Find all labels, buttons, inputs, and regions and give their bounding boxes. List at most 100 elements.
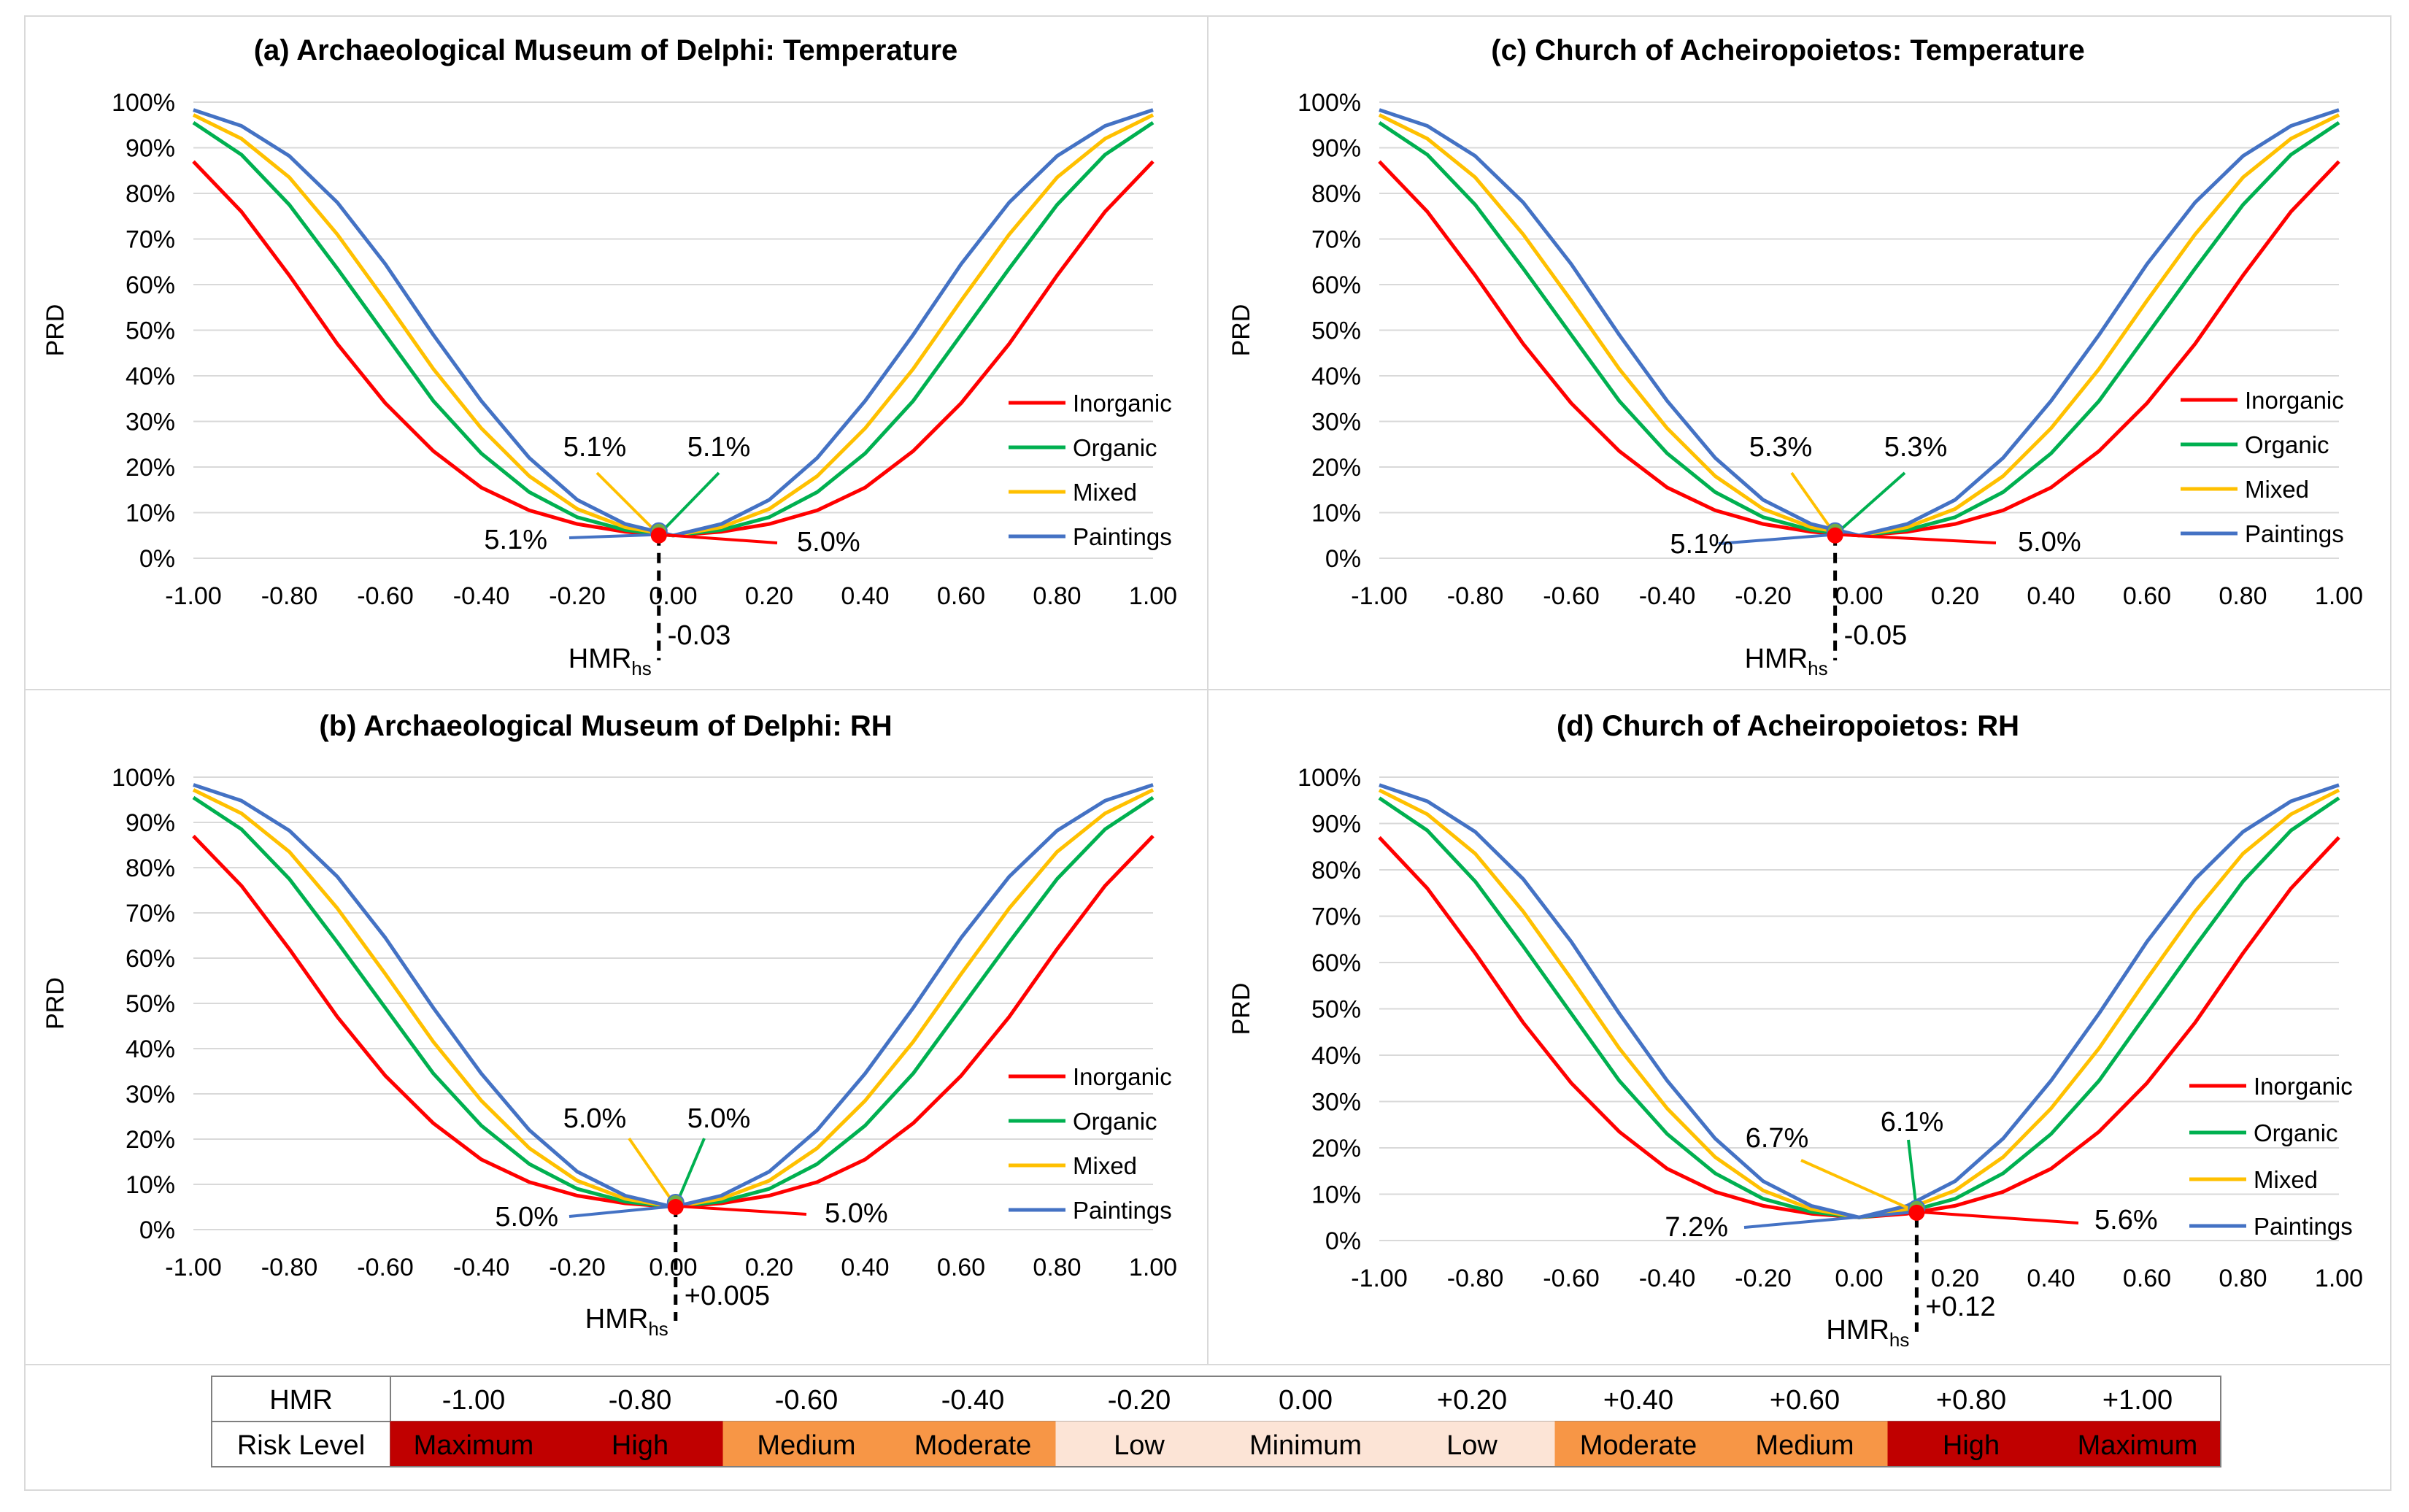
series-line-mixed — [192, 788, 1155, 1209]
chart-title: (a) Archaeological Museum of Delphi: Tem… — [254, 34, 958, 66]
point-label-paintings: 5.0% — [495, 1202, 558, 1233]
x-tick-label: 0.80 — [1033, 1254, 1081, 1281]
legend-label-paintings: Paintings — [2254, 1213, 2353, 1240]
y-tick-label: 90% — [1311, 811, 1361, 838]
point-label-inorganic: 5.0% — [825, 1198, 888, 1229]
label-leader-paintings — [1743, 1210, 1917, 1229]
legend-label-paintings: Paintings — [1073, 1197, 1172, 1224]
hmr-value-cell: +0.40 — [1603, 1385, 1673, 1416]
x-tick-label: -0.40 — [453, 1254, 510, 1281]
label-leader-mixed — [1790, 471, 1837, 536]
x-tick-label: 0.20 — [745, 1254, 793, 1281]
y-tick-label: 50% — [1311, 317, 1361, 345]
chart-panel-4: (d) Church of Acheiropoietos: RH 0% 10% 20%… — [1227, 710, 2363, 1351]
legend-label-organic: Organic — [2245, 431, 2329, 458]
label-leader-paintings — [568, 1204, 676, 1218]
y-tick-label: 20% — [1311, 454, 1361, 482]
point-label-organic: 5.1% — [687, 432, 751, 463]
hmr-value-label: -0.05 — [1844, 620, 1908, 651]
point-label-paintings: 7.2% — [1665, 1212, 1728, 1243]
hmr-value-label: +0.12 — [1925, 1292, 1995, 1322]
x-tick-label: -0.40 — [1639, 582, 1696, 610]
label-leader-inorganic — [675, 1204, 807, 1216]
y-tick-label: 70% — [1311, 226, 1361, 254]
y-tick-label: 50% — [126, 990, 175, 1018]
chart-title: (d) Church of Acheiropoietos: RH — [1557, 710, 2019, 742]
y-tick-label: 70% — [126, 226, 175, 254]
hmr-header-cell — [211, 1376, 391, 1422]
risk-level-cell — [1554, 1421, 1722, 1467]
point-label-mixed: 5.3% — [1749, 432, 1813, 463]
hmr-axis-label: HMRhs — [1745, 644, 1828, 679]
chart-panel-3: (c) Church of Acheiropoietos: Temperatur… — [1227, 34, 2363, 679]
y-tick-label: 30% — [126, 409, 175, 436]
y-tick-label: 30% — [1311, 409, 1361, 436]
hmr-point — [667, 1199, 684, 1215]
point-label-paintings: 5.1% — [484, 525, 547, 555]
hmr-value-cell: +1.00 — [2102, 1385, 2173, 1416]
risk-level-label: Minimum — [1249, 1430, 1362, 1461]
legend-label-organic: Organic — [1073, 434, 1157, 461]
x-tick-label: 0.00 — [649, 582, 697, 610]
y-tick-label: 70% — [126, 900, 175, 927]
legend-label-inorganic: Inorganic — [1073, 1063, 1172, 1090]
y-axis-label: PRD — [42, 977, 69, 1030]
point-label-mixed: 5.0% — [563, 1103, 627, 1134]
point-label-inorganic: 5.6% — [2094, 1205, 2158, 1235]
y-tick-label: 60% — [126, 271, 175, 299]
risk-level-label: Medium — [757, 1430, 855, 1461]
x-tick-label: -0.40 — [453, 582, 510, 610]
label-leader-organic — [658, 471, 720, 536]
y-tick-label: 50% — [126, 317, 175, 345]
x-tick-label: -1.00 — [165, 1254, 222, 1281]
series-line-organic — [192, 795, 1155, 1209]
series-line-mixed — [1378, 113, 2340, 538]
x-tick-label: -0.20 — [549, 1254, 606, 1281]
risk-level-cell — [556, 1421, 724, 1467]
y-tick-label: 20% — [126, 454, 175, 482]
hmr-value-row — [390, 1376, 2221, 1422]
x-tick-label: 0.40 — [2027, 582, 2075, 610]
y-tick-label: 90% — [1311, 135, 1361, 163]
x-tick-label: 1.00 — [1129, 1254, 1177, 1281]
y-tick-label: 90% — [126, 809, 175, 837]
hmr-value-label: -0.03 — [668, 620, 731, 651]
legend-label-inorganic: Inorganic — [2245, 387, 2344, 414]
legend-label-inorganic: Inorganic — [1073, 390, 1172, 417]
x-tick-label: -0.80 — [261, 582, 318, 610]
risk-header-label: Risk Level — [237, 1430, 365, 1461]
hmr-point — [1908, 1204, 1925, 1221]
series-line-inorganic — [192, 160, 1155, 538]
legend-label-paintings: Paintings — [2245, 520, 2344, 547]
y-tick-label: 100% — [1298, 89, 1361, 117]
point-label-mixed: 6.7% — [1746, 1123, 1809, 1154]
x-tick-label: 0.00 — [1835, 582, 1883, 610]
legend-label-inorganic: Inorganic — [2254, 1073, 2353, 1100]
x-tick-label: 0.80 — [2219, 582, 2267, 610]
x-tick-label: -0.80 — [1447, 1265, 1504, 1292]
chart-panels: (a) Archaeological Museum of Delphi: Tem… — [42, 34, 2363, 1351]
risk-level-label: Maximum — [2078, 1430, 2198, 1461]
label-leader-paintings — [1718, 533, 1835, 545]
chart-title: (c) Church of Acheiropoietos: Temperatur… — [1491, 34, 2084, 66]
x-tick-label: 0.00 — [1835, 1265, 1883, 1292]
label-leader-mixed — [595, 471, 660, 536]
series-line-organic — [1378, 796, 2340, 1219]
risk-level-cell — [889, 1421, 1057, 1467]
x-tick-label: -0.60 — [357, 582, 414, 610]
risk-level-label: Medium — [1755, 1430, 1854, 1461]
legend-label-organic: Organic — [2254, 1119, 2338, 1146]
y-axis-label: PRD — [1227, 304, 1255, 357]
point-label-mixed: 5.1% — [563, 432, 627, 463]
x-tick-label: -0.80 — [1447, 582, 1504, 610]
x-tick-label: 0.60 — [937, 582, 985, 610]
y-tick-label: 20% — [1311, 1135, 1361, 1162]
y-tick-label: 40% — [1311, 1042, 1361, 1070]
label-leader-organic — [674, 1138, 706, 1207]
risk-level-cell — [1222, 1421, 1389, 1467]
y-tick-label: 10% — [1311, 500, 1361, 528]
x-tick-label: -1.00 — [165, 582, 222, 610]
series-line-inorganic — [1378, 836, 2340, 1219]
chart-title: (b) Archaeological Museum of Delphi: RH — [319, 710, 892, 742]
risk-level-label: High — [612, 1430, 668, 1461]
